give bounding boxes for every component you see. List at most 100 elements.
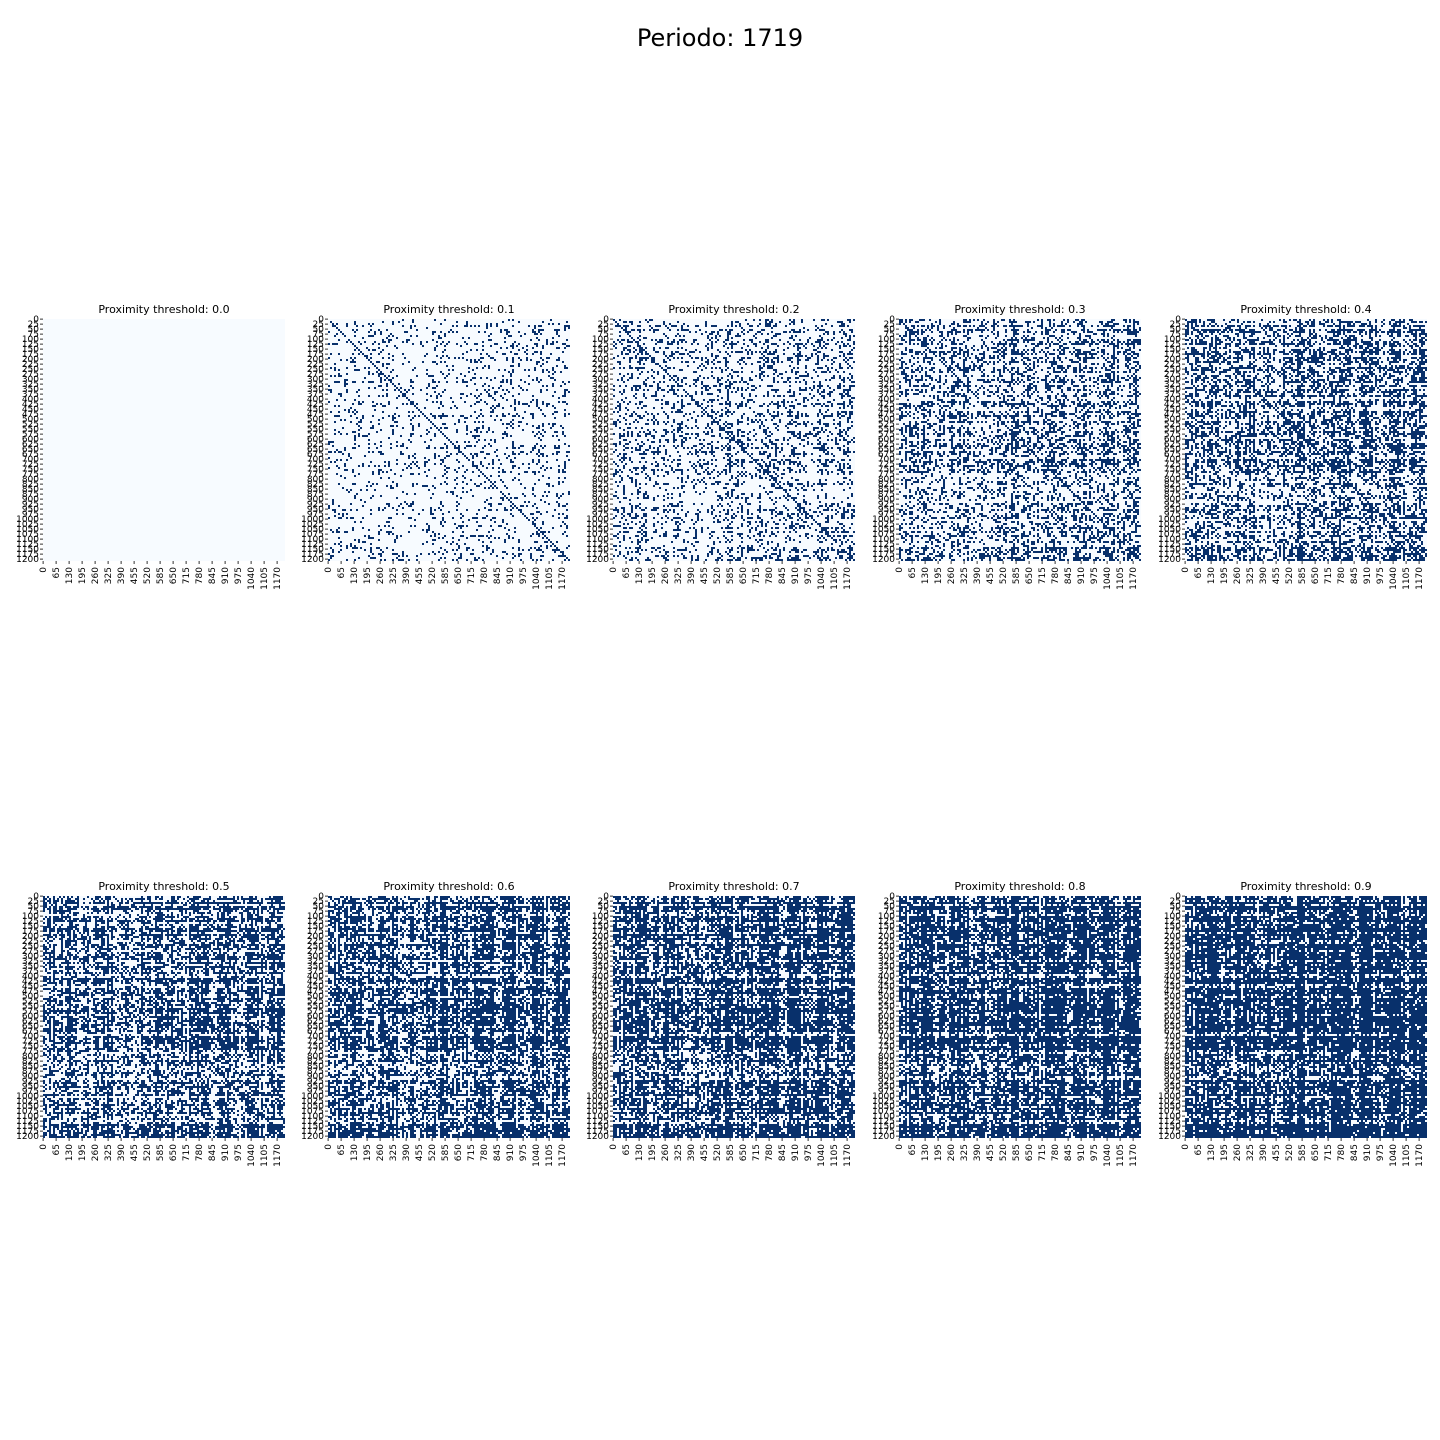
y-tick-label: 0 [318,892,324,902]
y-tick-label: 100 [878,335,895,345]
heatmap-cells [899,896,1141,1138]
y-tick-label: 375 [1164,967,1181,977]
y-tick-label: 475 [1164,987,1181,997]
x-tick-label: 325 [104,567,114,584]
x-tick-label: 390 [687,567,697,584]
y-tick-label: 275 [592,947,609,957]
x-tick-label: 130 [65,1144,75,1161]
x-tick-label: 1040 [532,1144,542,1167]
y-tick-label: 375 [592,390,609,400]
y-tick-label: 100 [592,335,609,345]
y-tick-label: 425 [878,400,895,410]
y-tick-label: 100 [1164,335,1181,345]
y-tick-label: 50 [1170,325,1182,335]
y-tick-label: 825 [1164,1057,1181,1067]
y-tick-label: 200 [307,355,324,365]
x-tick-label: 650 [454,1144,464,1161]
y-tick-label: 75 [598,330,609,340]
y-tick-label: 950 [1164,1082,1181,1092]
y-tick-label: 1150 [586,1122,609,1132]
y-tick-label: 1150 [1158,545,1181,555]
x-tick-label: 715 [1324,567,1334,584]
x-tick-label: 65 [337,1144,347,1155]
y-tick-label: 525 [592,997,609,1007]
x-tick-label: 390 [1259,567,1269,584]
x-tick-label: 520 [999,567,1009,584]
x-tick-label: 650 [1311,567,1321,584]
heatmap-panel: Proximity threshold: 0.80255075100125150… [872,880,1141,1167]
y-tick-label: 850 [22,485,39,495]
x-tick-label: 715 [182,567,192,584]
panel-title: Proximity threshold: 0.7 [668,880,799,893]
y-tick-label: 225 [592,937,609,947]
y-tick-label: 1025 [1158,1097,1181,1107]
x-tick-label: 195 [363,567,373,584]
y-tick-label: 950 [307,1082,324,1092]
y-tick-label: 700 [22,1032,39,1042]
y-tick-label: 1075 [872,530,895,540]
y-tick-label: 775 [592,1047,609,1057]
x-tick-label: 780 [1337,567,1347,584]
y-tick-label: 150 [22,922,39,932]
x-tick-label: 0 [895,567,905,573]
x-tick-label: 455 [1272,567,1282,584]
y-tick-label: 500 [1164,415,1181,425]
y-tick-label: 700 [878,1032,895,1042]
x-tick-label: 910 [1363,567,1373,584]
x-tick-label: 845 [1064,567,1074,584]
y-tick-label: 475 [592,410,609,420]
y-tick-label: 750 [592,465,609,475]
x-tick-label: 65 [908,1144,918,1155]
y-tick-label: 975 [878,510,895,520]
y-tick-label: 475 [592,987,609,997]
y-tick-label: 1175 [1158,1127,1181,1137]
y-tick-label: 1200 [301,1132,324,1142]
y-tick-label: 525 [1164,420,1181,430]
y-tick-label: 275 [22,947,39,957]
y-tick-label: 375 [878,967,895,977]
y-tick-label: 275 [22,370,39,380]
y-tick-label: 1050 [872,525,895,535]
x-tick-label: 715 [467,567,477,584]
y-tick-label: 325 [22,380,39,390]
x-tick-label: 0 [895,1144,905,1150]
y-tick-label: 950 [307,505,324,515]
y-tick-label: 375 [22,390,39,400]
y-tick-label: 150 [592,345,609,355]
y-tick-label: 575 [878,430,895,440]
heatmap-cells [328,319,570,561]
x-tick-label: 585 [441,1144,451,1161]
y-tick-label: 300 [878,375,895,385]
y-tick-label: 25 [884,897,895,907]
x-tick-label: 260 [947,567,957,584]
y-tick-label: 550 [878,1002,895,1012]
y-tick-label: 475 [22,987,39,997]
x-tick-label: 975 [804,567,814,584]
y-tick-label: 75 [313,330,324,340]
x-tick-label: 1105 [1116,1144,1126,1167]
y-tick-label: 950 [878,505,895,515]
y-tick-label: 450 [307,982,324,992]
y-tick-label: 150 [1164,345,1181,355]
y-tick-label: 300 [1164,952,1181,962]
y-tick-label: 0 [1175,315,1181,325]
y-tick-label: 800 [1164,1052,1181,1062]
heatmap-panel: Proximity threshold: 0.30255075100125150… [872,303,1141,590]
y-tick-label: 1200 [16,555,39,565]
y-tick-label: 1050 [1158,1102,1181,1112]
x-tick-label: 910 [506,567,516,584]
x-tick-label: 130 [65,567,75,584]
y-tick-label: 1150 [301,545,324,555]
y-tick-label: 1025 [301,1097,324,1107]
y-tick-label: 900 [592,1072,609,1082]
y-tick-label: 225 [878,360,895,370]
x-tick-label: 845 [493,567,503,584]
y-tick-label: 1000 [872,1092,895,1102]
y-tick-label: 750 [592,1042,609,1052]
heatmap-cells [899,319,1141,561]
x-tick-label: 585 [156,567,166,584]
panel-title: Proximity threshold: 0.5 [98,880,229,893]
y-tick-label: 925 [307,1077,324,1087]
x-tick-label: 1040 [1389,567,1399,590]
x-tick-label: 1105 [1402,567,1412,590]
